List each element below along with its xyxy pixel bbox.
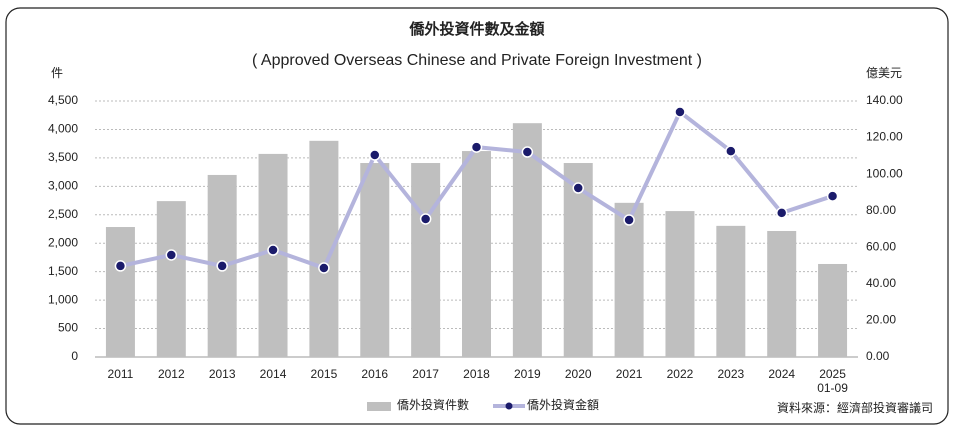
y2-tick-label: 60.00 — [866, 239, 896, 253]
y-tick-label: 4,500 — [48, 93, 78, 107]
y-unit: 件 — [51, 66, 63, 80]
x-tick-label: 2017 — [412, 367, 439, 381]
legend-swatch — [367, 402, 391, 411]
line-marker — [775, 207, 788, 219]
x-tick-label: 2019 — [514, 367, 541, 381]
bar — [512, 123, 542, 357]
x-tick-label: 2023 — [717, 367, 744, 381]
bar — [411, 163, 441, 357]
x-tick-label: 2012 — [158, 367, 185, 381]
y-tick-label: 500 — [58, 321, 78, 335]
y-tick-label: 4,000 — [48, 122, 78, 136]
line-marker — [419, 213, 432, 225]
bar — [614, 202, 644, 357]
line-marker — [267, 244, 279, 256]
y2-tick-label: 140.00 — [866, 93, 903, 107]
y2-tick-label: 120.00 — [866, 130, 903, 144]
x-tick-label: 2016 — [361, 367, 388, 381]
y-tick-label: 0 — [71, 349, 78, 363]
y2-unit: 億美元 — [866, 66, 902, 80]
line-marker — [216, 260, 228, 272]
y-tick-label: 1,000 — [48, 292, 78, 306]
x-tick-label: 2021 — [616, 367, 643, 381]
line-marker — [369, 149, 381, 161]
bar — [360, 163, 390, 357]
y-tick-label: 3,500 — [48, 150, 78, 164]
y2-tick-label: 0.00 — [866, 349, 890, 363]
chart-title: 僑外投資件數及金額 — [408, 20, 544, 38]
line-marker — [165, 249, 178, 261]
y-tick-label: 2,000 — [48, 235, 78, 249]
y-tick-label: 1,500 — [48, 264, 78, 278]
legend-swatch — [505, 402, 513, 410]
bar — [105, 227, 135, 357]
y2-tick-label: 100.00 — [866, 166, 903, 180]
x-tick-label: 2022 — [667, 367, 694, 381]
bar — [665, 211, 695, 357]
y2-tick-label: 40.00 — [866, 276, 896, 290]
bar — [462, 151, 491, 357]
bar — [156, 201, 186, 357]
bar — [818, 263, 848, 357]
y-tick-label: 3,000 — [48, 179, 78, 193]
line-marker — [318, 262, 330, 274]
y2-tick-label: 20.00 — [866, 313, 896, 327]
source: 資料來源：經濟部投資審議司 — [777, 400, 933, 415]
x-tick-label: 2018 — [463, 367, 490, 381]
x-tick-label: 2013 — [209, 367, 236, 381]
y-tick-label: 2,500 — [48, 207, 78, 221]
x-tick-label: 2014 — [260, 367, 287, 381]
line-marker — [623, 214, 635, 226]
legend-label: 僑外投資件數 — [397, 397, 469, 412]
x-tick-label: 2020 — [565, 367, 592, 381]
line-marker — [725, 145, 737, 157]
legend-label: 僑外投資金額 — [527, 397, 599, 412]
chart-subtitle: ( Approved Overseas Chinese and Private … — [252, 52, 702, 69]
y2-tick-label: 80.00 — [866, 203, 896, 217]
bar — [767, 230, 797, 357]
x-tick-label: 2015 — [311, 367, 338, 381]
line-marker — [521, 146, 534, 158]
line-marker — [674, 106, 686, 118]
line-marker — [572, 182, 584, 194]
x-tick-label: 2024 — [768, 367, 795, 381]
x-tick-label: 2025 01-09 — [817, 367, 848, 395]
line-marker — [114, 260, 127, 272]
bar — [716, 225, 746, 357]
line-marker — [470, 141, 483, 153]
x-tick-label: 2011 — [108, 367, 134, 381]
line-marker — [826, 190, 839, 202]
